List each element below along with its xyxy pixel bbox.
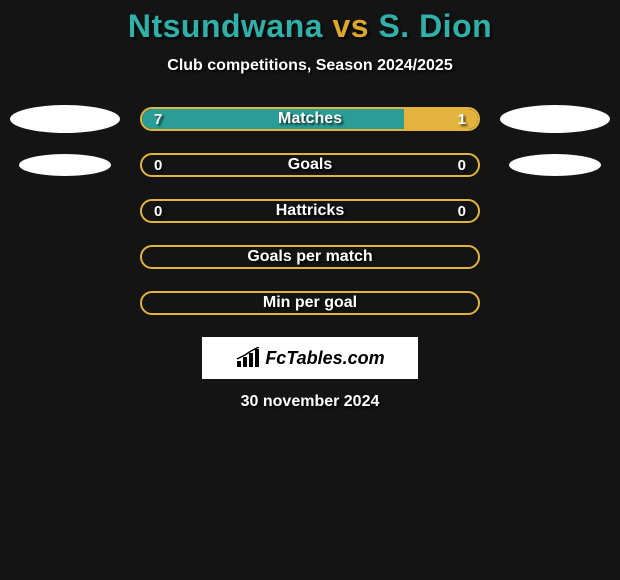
stat-row: Goals per match [0,245,620,269]
player1-ellipse [10,105,120,133]
stat-bar: 00Hattricks [140,199,480,223]
stat-label: Goals per match [142,247,478,267]
player2-ellipse [500,105,610,133]
stat-row: Min per goal [0,291,620,315]
date-label: 30 november 2024 [0,393,620,411]
stat-row: 00Goals [0,153,620,177]
stat-bar: Min per goal [140,291,480,315]
subtitle: Club competitions, Season 2024/2025 [0,57,620,75]
logo-text: FcTables.com [265,348,384,369]
logo-box: FcTables.com [202,337,418,379]
title-vs: vs [332,8,369,44]
page-title: Ntsundwana vs S. Dion [0,8,620,45]
title-player2: S. Dion [378,8,492,44]
stat-label: Matches [142,109,478,129]
stat-bar: Goals per match [140,245,480,269]
stat-rows: 71Matches 00Goals 00Hattricks Goals per mat… [0,107,620,315]
stat-row: 00Hattricks [0,199,620,223]
player1-ellipse [19,154,111,176]
stat-row: 71Matches [0,107,620,131]
stat-label: Min per goal [142,293,478,313]
comparison-infographic: Ntsundwana vs S. Dion Club competitions,… [0,0,620,411]
chart-icon [235,347,261,369]
stat-label: Goals [142,155,478,175]
stat-bar: 71Matches [140,107,480,131]
stat-bar: 00Goals [140,153,480,177]
player2-ellipse [509,154,601,176]
stat-label: Hattricks [142,201,478,221]
title-player1: Ntsundwana [128,8,323,44]
